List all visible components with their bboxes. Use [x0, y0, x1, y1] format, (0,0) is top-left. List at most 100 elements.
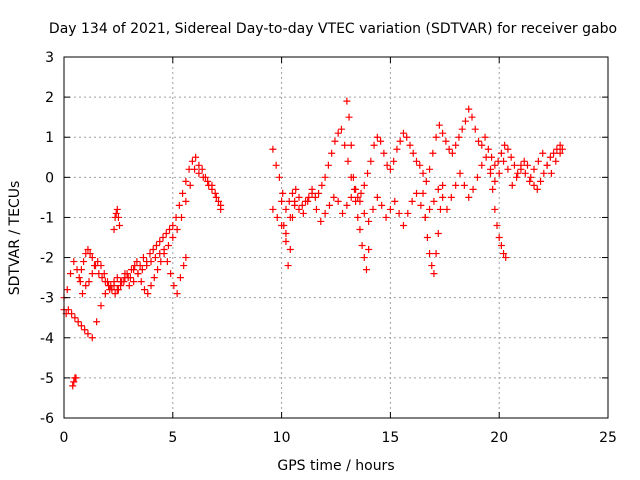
- data-point: [356, 225, 364, 233]
- data-point: [530, 181, 538, 189]
- data-point: [391, 197, 399, 205]
- data-point: [380, 149, 388, 157]
- data-point: [180, 262, 188, 270]
- data-point: [112, 209, 120, 217]
- y-tick-label: 0: [45, 170, 54, 186]
- data-point: [439, 193, 447, 201]
- data-point: [330, 193, 338, 201]
- data-point: [273, 213, 281, 221]
- data-point: [339, 209, 347, 217]
- data-point: [160, 250, 168, 258]
- data-point: [137, 278, 145, 286]
- data-point: [455, 133, 463, 141]
- data-point: [486, 169, 494, 177]
- data-point: [471, 125, 479, 133]
- data-point: [93, 318, 101, 326]
- data-point: [305, 193, 313, 201]
- data-point: [115, 221, 123, 229]
- data-point: [311, 193, 319, 201]
- data-point: [173, 290, 181, 298]
- data-point: [88, 254, 96, 262]
- data-point: [195, 161, 203, 169]
- data-point: [357, 189, 365, 197]
- data-point: [291, 197, 299, 205]
- data-point: [101, 290, 109, 298]
- data-point: [447, 193, 455, 201]
- data-point: [422, 177, 430, 185]
- data-point: [493, 221, 501, 229]
- data-point: [163, 258, 171, 266]
- data-point: [409, 149, 417, 157]
- data-point: [365, 246, 373, 254]
- data-point: [286, 246, 294, 254]
- data-point: [81, 326, 89, 334]
- data-point: [434, 185, 442, 193]
- data-point: [443, 205, 451, 213]
- y-tick-label: -4: [40, 331, 54, 347]
- data-point: [208, 181, 216, 189]
- data-point: [97, 302, 105, 310]
- data-point: [63, 286, 71, 294]
- data-point: [68, 310, 76, 318]
- data-point: [288, 213, 296, 221]
- x-tick-label: 5: [168, 430, 177, 446]
- data-point: [295, 193, 303, 201]
- data-point: [527, 173, 535, 181]
- data-point: [378, 201, 386, 209]
- y-tick-label: -1: [40, 210, 54, 226]
- x-axis-tick-labels: 0 5 10 15 20 25: [60, 430, 617, 446]
- data-point: [321, 173, 329, 181]
- data-point: [130, 278, 138, 286]
- data-point: [212, 193, 220, 201]
- data-point: [324, 161, 332, 169]
- data-point: [395, 209, 403, 217]
- data-point: [558, 145, 566, 153]
- data-point: [349, 173, 357, 181]
- data-point: [458, 125, 466, 133]
- data-point: [70, 378, 78, 386]
- data-point: [182, 177, 190, 185]
- y-axis-tick-labels: -6 -5 -4 -3 -2 -1 0 1 2 3: [40, 50, 54, 427]
- data-point: [423, 234, 431, 241]
- data-point: [448, 149, 456, 157]
- data-point: [272, 161, 280, 169]
- data-point: [111, 290, 119, 298]
- data-point: [280, 221, 288, 229]
- data-point: [152, 242, 160, 250]
- data-point: [354, 213, 362, 221]
- data-point: [426, 165, 434, 173]
- data-point: [282, 238, 290, 246]
- data-point: [169, 221, 177, 229]
- data-point: [347, 193, 355, 201]
- data-point: [504, 165, 512, 173]
- data-point: [421, 213, 429, 221]
- data-point: [151, 254, 159, 262]
- data-point: [113, 205, 121, 213]
- data-point: [308, 189, 316, 197]
- data-point: [321, 209, 329, 217]
- data-point: [352, 197, 360, 205]
- data-point: [497, 149, 505, 157]
- data-point: [110, 225, 118, 233]
- data-point: [408, 197, 416, 205]
- data-point: [156, 238, 164, 246]
- data-point: [377, 137, 385, 145]
- data-point: [82, 282, 90, 290]
- y-tick-label: 3: [45, 50, 54, 66]
- data-point: [170, 282, 178, 290]
- data-point: [134, 270, 142, 278]
- data-point: [279, 189, 287, 197]
- data-point: [365, 217, 373, 225]
- x-tick-label: 15: [381, 430, 399, 446]
- data-point: [426, 250, 434, 258]
- data-point: [131, 262, 139, 270]
- x-axis-label: GPS time / hours: [277, 458, 394, 474]
- data-point: [95, 270, 103, 278]
- data-point: [133, 258, 141, 266]
- data-point: [534, 157, 542, 165]
- y-tick-label: 1: [45, 130, 54, 146]
- x-tick-label: 25: [599, 430, 617, 446]
- data-point: [105, 282, 113, 290]
- data-point: [482, 153, 490, 161]
- data-point: [550, 149, 558, 157]
